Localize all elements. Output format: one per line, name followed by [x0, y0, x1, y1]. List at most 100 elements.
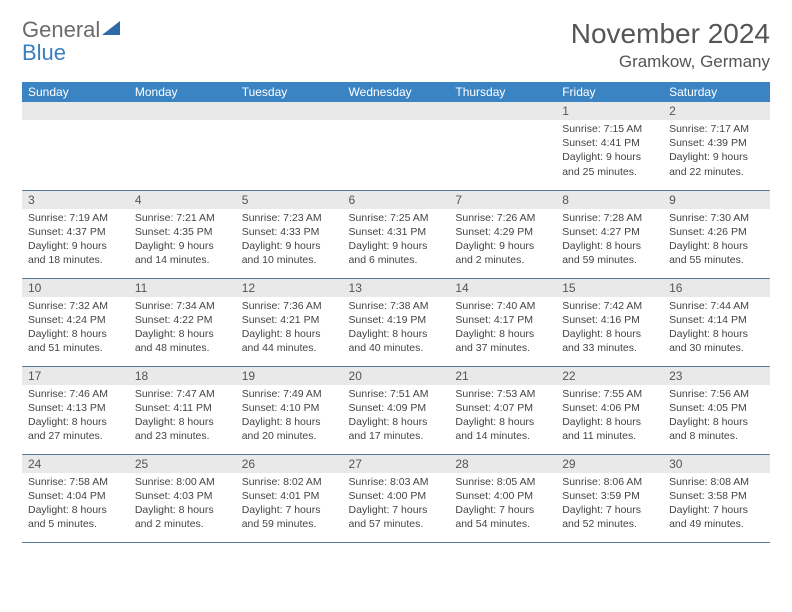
day-line-d2: and 48 minutes.: [135, 341, 230, 355]
day-number: [236, 102, 343, 120]
day-number: 19: [236, 367, 343, 385]
day-line-d2: and 10 minutes.: [242, 253, 337, 267]
calendar-cell: 1Sunrise: 7:15 AMSunset: 4:41 PMDaylight…: [556, 102, 663, 190]
day-line-sr: Sunrise: 8:02 AM: [242, 475, 337, 489]
day-line-d2: and 33 minutes.: [562, 341, 657, 355]
day-line-sr: Sunrise: 7:53 AM: [455, 387, 550, 401]
day-line-d1: Daylight: 8 hours: [135, 415, 230, 429]
day-line-ss: Sunset: 4:14 PM: [669, 313, 764, 327]
day-line-d2: and 11 minutes.: [562, 429, 657, 443]
day-line-d2: and 8 minutes.: [669, 429, 764, 443]
header: General Blue November 2024 Gramkow, Germ…: [22, 18, 770, 72]
day-line-ss: Sunset: 4:37 PM: [28, 225, 123, 239]
day-line-d1: Daylight: 8 hours: [242, 327, 337, 341]
day-line-ss: Sunset: 4:10 PM: [242, 401, 337, 415]
day-line-d1: Daylight: 8 hours: [28, 503, 123, 517]
day-line-sr: Sunrise: 7:17 AM: [669, 122, 764, 136]
day-line-ss: Sunset: 4:05 PM: [669, 401, 764, 415]
day-line-d1: Daylight: 7 hours: [455, 503, 550, 517]
calendar-cell: 11Sunrise: 7:34 AMSunset: 4:22 PMDayligh…: [129, 278, 236, 366]
calendar-cell: 10Sunrise: 7:32 AMSunset: 4:24 PMDayligh…: [22, 278, 129, 366]
day-body: Sunrise: 8:03 AMSunset: 4:00 PMDaylight:…: [343, 473, 450, 536]
day-line-ss: Sunset: 4:26 PM: [669, 225, 764, 239]
calendar-cell: 29Sunrise: 8:06 AMSunset: 3:59 PMDayligh…: [556, 454, 663, 542]
day-line-ss: Sunset: 4:35 PM: [135, 225, 230, 239]
day-body: Sunrise: 7:15 AMSunset: 4:41 PMDaylight:…: [556, 120, 663, 183]
day-body: Sunrise: 8:00 AMSunset: 4:03 PMDaylight:…: [129, 473, 236, 536]
day-line-sr: Sunrise: 7:49 AM: [242, 387, 337, 401]
day-line-sr: Sunrise: 7:58 AM: [28, 475, 123, 489]
calendar-table: SundayMondayTuesdayWednesdayThursdayFrid…: [22, 82, 770, 543]
day-number: 5: [236, 191, 343, 209]
day-body: Sunrise: 8:06 AMSunset: 3:59 PMDaylight:…: [556, 473, 663, 536]
day-number: 18: [129, 367, 236, 385]
day-line-ss: Sunset: 4:09 PM: [349, 401, 444, 415]
calendar-cell: [22, 102, 129, 190]
day-body: Sunrise: 7:19 AMSunset: 4:37 PMDaylight:…: [22, 209, 129, 272]
day-line-sr: Sunrise: 7:46 AM: [28, 387, 123, 401]
day-body: Sunrise: 7:55 AMSunset: 4:06 PMDaylight:…: [556, 385, 663, 448]
calendar-cell: 25Sunrise: 8:00 AMSunset: 4:03 PMDayligh…: [129, 454, 236, 542]
day-body: Sunrise: 7:47 AMSunset: 4:11 PMDaylight:…: [129, 385, 236, 448]
day-line-ss: Sunset: 4:39 PM: [669, 136, 764, 150]
day-number: 6: [343, 191, 450, 209]
dow-row: SundayMondayTuesdayWednesdayThursdayFrid…: [22, 82, 770, 102]
day-number: [129, 102, 236, 120]
day-line-ss: Sunset: 4:00 PM: [349, 489, 444, 503]
day-line-ss: Sunset: 4:17 PM: [455, 313, 550, 327]
week-row: 17Sunrise: 7:46 AMSunset: 4:13 PMDayligh…: [22, 366, 770, 454]
day-line-d2: and 14 minutes.: [455, 429, 550, 443]
calendar-cell: 21Sunrise: 7:53 AMSunset: 4:07 PMDayligh…: [449, 366, 556, 454]
day-body: Sunrise: 7:42 AMSunset: 4:16 PMDaylight:…: [556, 297, 663, 360]
calendar-cell: 3Sunrise: 7:19 AMSunset: 4:37 PMDaylight…: [22, 190, 129, 278]
day-line-sr: Sunrise: 7:25 AM: [349, 211, 444, 225]
logo: General Blue: [22, 18, 122, 64]
day-body: Sunrise: 7:30 AMSunset: 4:26 PMDaylight:…: [663, 209, 770, 272]
day-number: 21: [449, 367, 556, 385]
day-line-sr: Sunrise: 7:19 AM: [28, 211, 123, 225]
day-line-ss: Sunset: 4:24 PM: [28, 313, 123, 327]
day-number: 2: [663, 102, 770, 120]
dow-saturday: Saturday: [663, 82, 770, 102]
day-body: Sunrise: 7:53 AMSunset: 4:07 PMDaylight:…: [449, 385, 556, 448]
day-number: 8: [556, 191, 663, 209]
day-line-ss: Sunset: 3:58 PM: [669, 489, 764, 503]
day-body: Sunrise: 8:05 AMSunset: 4:00 PMDaylight:…: [449, 473, 556, 536]
calendar-cell: [236, 102, 343, 190]
day-line-ss: Sunset: 4:16 PM: [562, 313, 657, 327]
day-line-d1: Daylight: 9 hours: [669, 150, 764, 164]
day-line-d1: Daylight: 9 hours: [242, 239, 337, 253]
day-line-d1: Daylight: 8 hours: [135, 327, 230, 341]
day-line-sr: Sunrise: 7:55 AM: [562, 387, 657, 401]
day-line-ss: Sunset: 4:07 PM: [455, 401, 550, 415]
day-body: Sunrise: 7:36 AMSunset: 4:21 PMDaylight:…: [236, 297, 343, 360]
day-number: 25: [129, 455, 236, 473]
week-row: 3Sunrise: 7:19 AMSunset: 4:37 PMDaylight…: [22, 190, 770, 278]
day-number: 26: [236, 455, 343, 473]
day-line-d1: Daylight: 8 hours: [669, 239, 764, 253]
day-number: 27: [343, 455, 450, 473]
day-line-sr: Sunrise: 7:26 AM: [455, 211, 550, 225]
day-line-sr: Sunrise: 7:21 AM: [135, 211, 230, 225]
logo-general: General: [22, 17, 100, 42]
day-line-sr: Sunrise: 7:42 AM: [562, 299, 657, 313]
day-line-ss: Sunset: 4:19 PM: [349, 313, 444, 327]
day-number: 13: [343, 279, 450, 297]
day-line-d2: and 2 minutes.: [455, 253, 550, 267]
day-line-d1: Daylight: 8 hours: [28, 327, 123, 341]
day-line-sr: Sunrise: 7:15 AM: [562, 122, 657, 136]
calendar-cell: 15Sunrise: 7:42 AMSunset: 4:16 PMDayligh…: [556, 278, 663, 366]
day-number: 14: [449, 279, 556, 297]
day-body: Sunrise: 7:49 AMSunset: 4:10 PMDaylight:…: [236, 385, 343, 448]
calendar-cell: 4Sunrise: 7:21 AMSunset: 4:35 PMDaylight…: [129, 190, 236, 278]
day-line-d2: and 25 minutes.: [562, 165, 657, 179]
day-line-d2: and 17 minutes.: [349, 429, 444, 443]
day-line-d2: and 23 minutes.: [135, 429, 230, 443]
day-number: [22, 102, 129, 120]
day-line-d1: Daylight: 8 hours: [562, 327, 657, 341]
day-line-ss: Sunset: 4:01 PM: [242, 489, 337, 503]
day-line-d1: Daylight: 7 hours: [242, 503, 337, 517]
calendar-cell: 7Sunrise: 7:26 AMSunset: 4:29 PMDaylight…: [449, 190, 556, 278]
day-line-ss: Sunset: 4:04 PM: [28, 489, 123, 503]
day-line-d1: Daylight: 9 hours: [28, 239, 123, 253]
